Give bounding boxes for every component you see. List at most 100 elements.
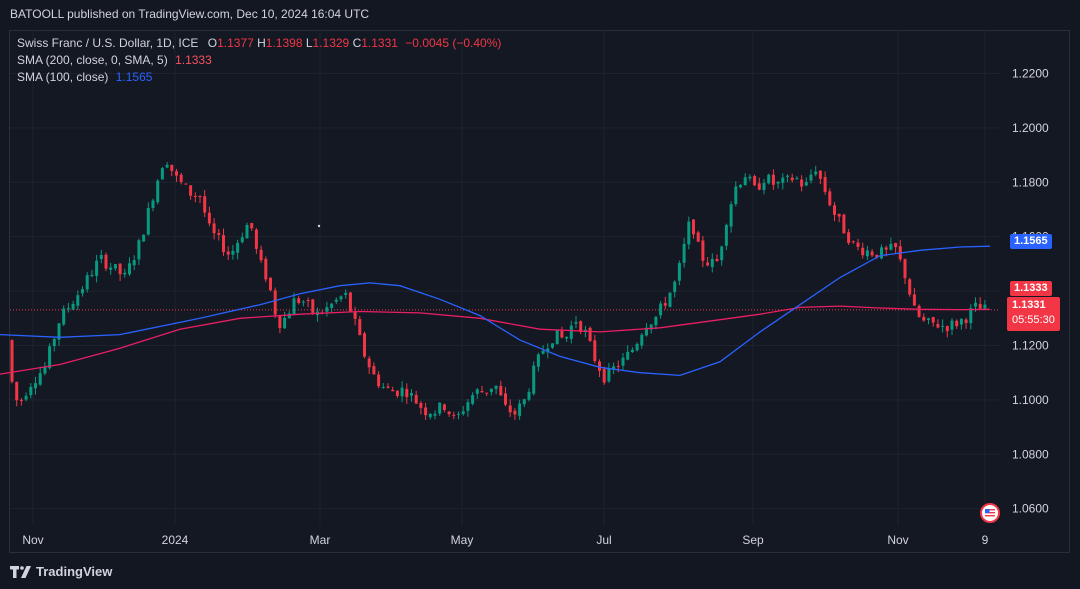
candle-body <box>833 205 836 215</box>
candle-body <box>10 340 14 382</box>
candle-body <box>795 178 799 180</box>
candle-body <box>504 393 507 405</box>
candle-body <box>123 272 127 275</box>
candle-body <box>912 294 916 306</box>
candle-body <box>828 191 832 206</box>
candle-body <box>76 295 80 306</box>
candle-body <box>99 254 103 260</box>
candle-body <box>132 260 136 266</box>
candle-body <box>19 399 23 401</box>
candle-body <box>818 170 822 179</box>
legend-sma200-row[interactable]: SMA (200, close, 0, SMA, 5) 1.1333 <box>17 52 501 69</box>
candle-body <box>419 402 423 408</box>
candle-body <box>856 242 860 247</box>
candle-body <box>776 181 780 184</box>
candle-body <box>875 254 879 258</box>
time-axis-tick: May <box>451 533 474 547</box>
time-axis-tick: Jul <box>596 533 611 547</box>
candle-body <box>259 249 263 261</box>
candle-body <box>381 386 385 388</box>
candle-body <box>118 263 122 275</box>
candle-body <box>424 407 428 416</box>
candle-body <box>696 232 700 242</box>
candle-body <box>395 390 399 396</box>
candle-body <box>447 411 451 415</box>
candle-body <box>677 262 681 281</box>
candle-body <box>489 388 493 393</box>
price-axis-tick: 1.1800 <box>1012 175 1049 189</box>
tradingview-logo[interactable]: TradingView <box>10 564 112 579</box>
candle-body <box>612 366 616 369</box>
publisher-line: BATOOLL published on TradingView.com, De… <box>10 7 370 21</box>
candle-body <box>146 207 150 235</box>
legend-sma100-row[interactable]: SMA (100, close) 1.1565 <box>17 69 501 86</box>
candle-body <box>363 333 366 357</box>
candle-body <box>358 319 362 335</box>
candle-body <box>753 176 757 186</box>
candle-body <box>513 410 517 415</box>
candle-body <box>348 292 352 312</box>
candle-body <box>15 381 19 401</box>
candle-body <box>663 303 667 306</box>
candle-body <box>508 405 512 413</box>
candle-body <box>767 174 771 184</box>
candle-body <box>29 386 33 396</box>
ohlc-close-value: 1.1331 <box>361 36 398 50</box>
candle-body <box>955 320 959 327</box>
candle-body <box>325 307 329 312</box>
candle-body <box>43 366 47 374</box>
candle-body <box>682 243 686 263</box>
candle-body <box>471 395 475 404</box>
candle-body <box>203 196 207 213</box>
candle-body <box>555 329 559 345</box>
candle-body <box>959 318 963 325</box>
candle-body <box>292 298 296 316</box>
candle-body <box>640 334 644 346</box>
us-flag-icon[interactable] <box>980 503 1000 523</box>
candle-body <box>231 250 235 255</box>
candle-body <box>630 349 634 353</box>
candle-body <box>729 204 733 227</box>
candle-body <box>24 395 28 400</box>
candle-body <box>109 267 113 270</box>
candle-body <box>184 183 188 185</box>
candle-body <box>193 195 197 197</box>
candle-body <box>579 321 583 332</box>
candle-body <box>969 308 973 324</box>
candle-body <box>706 262 710 266</box>
candle-body <box>461 411 465 414</box>
candle-body <box>400 387 404 397</box>
time-axis-tick: Sep <box>742 533 764 547</box>
candle-body <box>673 281 677 293</box>
candle-body <box>414 394 418 404</box>
candle-body <box>894 243 898 248</box>
price-axis-tick: 1.2000 <box>1012 121 1049 135</box>
candle-body <box>179 174 183 182</box>
candle-body <box>386 386 390 388</box>
candle-body <box>442 404 446 411</box>
sma200-price-tag: 1.1333 <box>1010 281 1052 296</box>
candle-body <box>71 303 75 310</box>
candle-body <box>908 279 912 295</box>
tradingview-logo-icon <box>10 565 31 578</box>
candle-body <box>645 327 648 336</box>
candle-body <box>687 221 691 245</box>
sma100-line <box>0 245 991 377</box>
candle-body <box>405 389 409 398</box>
candle-body <box>391 389 395 392</box>
candle-body <box>889 243 893 250</box>
countdown-timer: 05:55:30 <box>1012 314 1055 326</box>
candle-body <box>945 326 949 332</box>
candle-body <box>367 358 371 368</box>
candle-body <box>353 311 357 319</box>
candle-body <box>278 315 282 329</box>
ohlc-open-value: 1.1377 <box>217 36 254 50</box>
candle-body <box>494 385 498 389</box>
candle-body <box>81 289 84 294</box>
legend-symbol-row[interactable]: Swiss Franc / U.S. Dollar, 1D, ICE O1.13… <box>17 35 501 52</box>
price-axis-tick: 1.1000 <box>1012 393 1049 407</box>
candle-body <box>621 357 625 366</box>
ohlc-open-label: O <box>207 36 218 50</box>
candle-body <box>668 292 672 307</box>
